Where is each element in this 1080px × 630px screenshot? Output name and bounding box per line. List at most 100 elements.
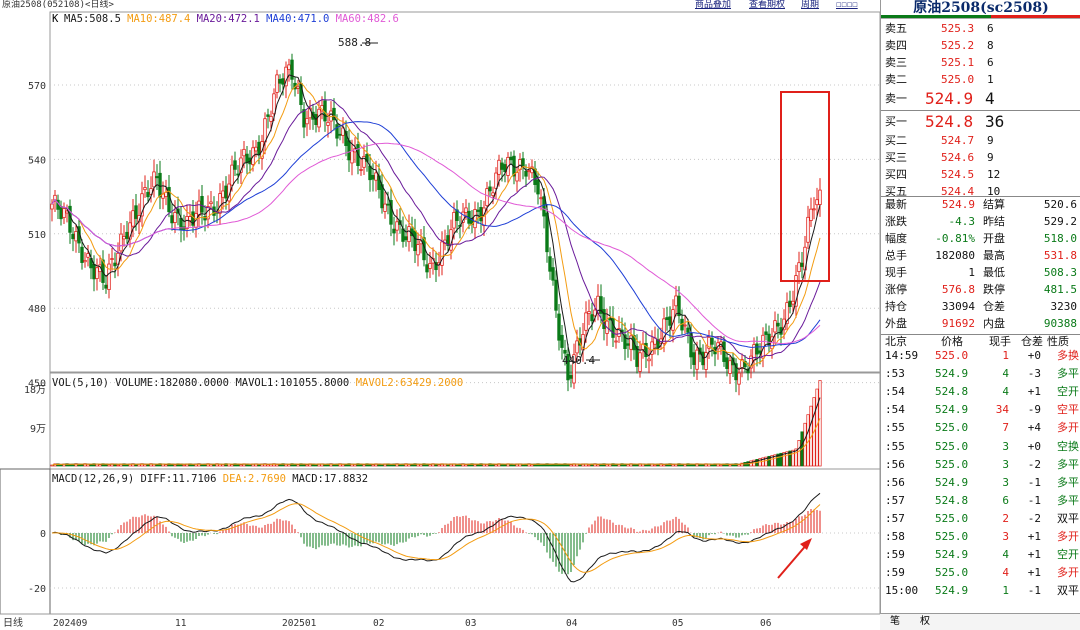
ask-row: 卖四 525.2 8 <box>881 38 1080 54</box>
tick-nature: 多换 <box>1057 349 1079 362</box>
volume-bar <box>209 464 213 467</box>
volume-bar <box>644 464 648 467</box>
candle-body <box>113 262 117 267</box>
candle-body <box>74 231 78 242</box>
candle-body <box>464 207 468 213</box>
candle-body <box>743 360 747 368</box>
volume-bar <box>653 464 657 467</box>
volume-bar <box>314 464 318 467</box>
stat-label: 仓差 <box>983 300 1005 313</box>
candle-body <box>209 201 213 205</box>
candle-body <box>815 199 819 206</box>
stat-value: 1 <box>968 266 975 279</box>
mavol1-line <box>51 397 821 466</box>
candle-body <box>677 295 681 317</box>
candle-body <box>395 221 399 231</box>
volume-bar <box>116 464 120 467</box>
candle-body <box>332 107 336 121</box>
tick-time: :53 <box>885 367 905 381</box>
candle-body <box>200 196 204 213</box>
candle-body <box>485 188 489 207</box>
candle-body <box>359 169 363 171</box>
highlight-arrow <box>777 538 812 579</box>
tick-oi-change: -2 <box>1027 511 1041 525</box>
volume-bar <box>68 464 72 467</box>
k-label: K <box>52 13 59 25</box>
candle-body <box>728 360 732 374</box>
period-link[interactable]: 周期 <box>801 0 820 10</box>
volume-bar <box>794 448 798 467</box>
stat-value: 90388 <box>1043 317 1077 330</box>
candle-body <box>110 258 114 260</box>
volume-bar <box>473 464 477 467</box>
candle-body <box>497 159 501 175</box>
bid-volume: 12 <box>987 168 1001 181</box>
candle-body <box>542 196 546 217</box>
volume-bar <box>587 464 591 467</box>
candle-body <box>638 352 642 372</box>
volume-bar <box>59 464 63 467</box>
ma20-line <box>51 99 821 359</box>
candle-body <box>371 174 375 180</box>
candle-body <box>344 131 348 147</box>
tick-volume: 2 <box>1002 511 1009 525</box>
layout-toggle-link[interactable]: ☐☐☐☐ <box>836 0 858 10</box>
candle-body <box>557 313 561 341</box>
stat-label: 总手 <box>885 249 907 262</box>
ask-label: 卖五 <box>885 22 907 35</box>
stat-row: 涨停 576.8 跌停 481.5 <box>881 282 1080 298</box>
ask-volume: 6 <box>987 22 994 35</box>
ask-row: 卖三 525.1 6 <box>881 55 1080 71</box>
candle-body <box>95 267 99 279</box>
volume-bar <box>719 464 723 467</box>
candle-body <box>740 359 744 369</box>
volume-bar <box>596 464 600 467</box>
stat-row: 总手 182080 最高 531.8 <box>881 248 1080 264</box>
tab-ticks[interactable]: 笔 <box>890 616 900 627</box>
commodity-overlay-link[interactable]: 商品叠加 <box>695 0 732 10</box>
candle-body <box>122 235 126 240</box>
candle-body <box>386 203 390 206</box>
volume-bar <box>341 464 345 467</box>
bid-price: 524.8 <box>925 112 974 131</box>
stat-value: 524.9 <box>941 198 975 211</box>
ask-row: 卖二 525.0 1 <box>881 72 1080 88</box>
tick-time: 15:00 <box>885 584 919 598</box>
stat-label: 持仓 <box>885 300 907 313</box>
bid-label: 买二 <box>885 134 907 147</box>
volume-bar <box>257 464 261 467</box>
volume-bar <box>521 464 525 467</box>
volume-axis-label: 18万 <box>24 385 46 396</box>
tick-header-cell: 北京 <box>885 335 907 348</box>
candle-body <box>731 357 735 366</box>
candle-body <box>587 311 591 315</box>
volume-bar <box>701 464 705 467</box>
tick-nature: 双平 <box>1057 584 1079 598</box>
candle-body <box>710 337 714 345</box>
volume-bar <box>671 464 675 467</box>
tick-nature: 空开 <box>1057 548 1079 562</box>
candle-body <box>590 314 594 322</box>
bid-volume: 36 <box>985 112 1005 131</box>
volume-bar <box>107 464 111 467</box>
legend-item: MA10:487.4 <box>127 13 190 25</box>
volume-bar <box>692 464 696 467</box>
legend-item: MA5:508.5 <box>64 13 121 25</box>
tab-rights[interactable]: 权 <box>920 616 930 627</box>
candle-body <box>71 233 75 240</box>
candle-body <box>734 363 738 381</box>
candle-body <box>704 352 708 370</box>
candle-body <box>59 206 63 220</box>
candle-body <box>233 160 237 170</box>
stat-label: 涨跌 <box>885 215 907 228</box>
ask-price: 525.1 <box>941 56 975 69</box>
view-options-link[interactable]: 查看期权 <box>749 0 786 10</box>
candle-body <box>86 253 90 258</box>
candle-body <box>599 296 603 314</box>
candle-body <box>107 263 111 290</box>
candle-body <box>50 203 54 210</box>
volume-bar <box>737 464 741 467</box>
candle-body <box>764 331 768 335</box>
candle-body <box>302 109 306 128</box>
